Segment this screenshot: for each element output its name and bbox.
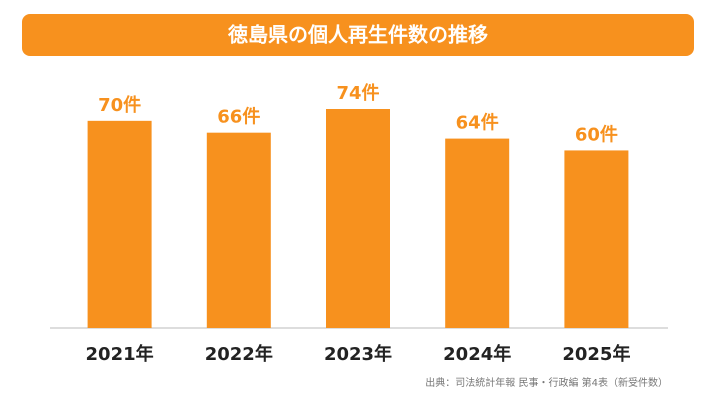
x-tick-label: 2023年: [324, 343, 392, 365]
x-tick-label: 2024年: [443, 343, 511, 365]
value-label: 70件: [98, 94, 141, 116]
x-tick-label: 2025年: [562, 343, 630, 365]
value-label: 74件: [336, 82, 379, 104]
bar: [564, 150, 629, 328]
chart-title: 徳島県の個人再生件数の推移: [227, 23, 488, 47]
bar: [87, 120, 152, 329]
value-label: 64件: [456, 112, 499, 134]
source-note: 出典：司法統計年報 民事・行政編 第4表（新受件数）: [425, 376, 668, 389]
bar: [206, 132, 271, 328]
bar: [326, 109, 390, 328]
x-tick-label: 2022年: [205, 343, 273, 365]
title-banner: [22, 14, 694, 56]
bar: [445, 138, 510, 328]
x-tick-label: 2021年: [86, 343, 154, 365]
value-label: 60件: [575, 123, 618, 145]
value-label: 66件: [217, 106, 260, 128]
